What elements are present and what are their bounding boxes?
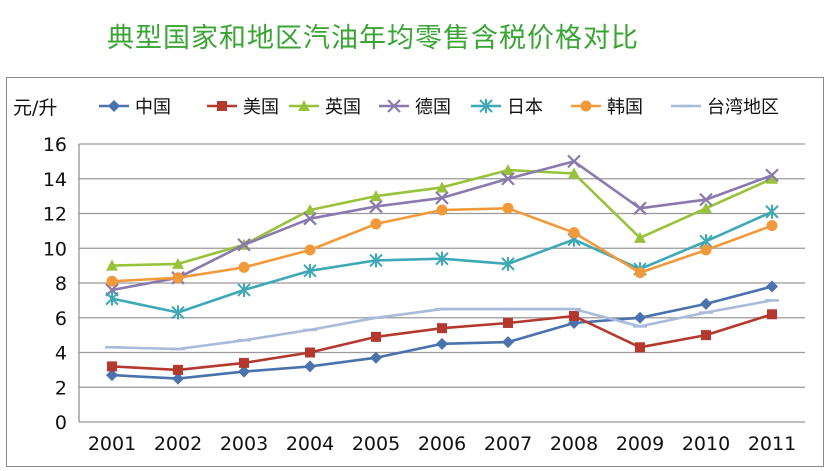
data-point-series-3 bbox=[765, 168, 779, 183]
series-line-5 bbox=[111, 207, 773, 283]
x-tick-label: 2002 bbox=[154, 433, 202, 455]
data-point-series-2 bbox=[436, 181, 448, 193]
data-point-series-5 bbox=[436, 204, 448, 216]
data-point-series-0 bbox=[238, 365, 250, 378]
data-point-series-0 bbox=[502, 336, 514, 349]
line-chart: 0 2 4 6 8 10 12 14 16 2001 2002 2003 2004 2005 2006 200… bbox=[13, 97, 805, 455]
data-point-series-4 bbox=[105, 291, 119, 306]
data-point-series-5 bbox=[502, 202, 514, 214]
data-point-series-2 bbox=[172, 257, 184, 269]
y-tick-label: 2 bbox=[55, 377, 67, 399]
data-point-series-1 bbox=[701, 330, 711, 341]
data-point-series-4 bbox=[369, 253, 383, 268]
data-point-series-1 bbox=[371, 331, 381, 342]
data-point-series-5 bbox=[634, 267, 646, 279]
legend-label: 韩国 bbox=[607, 97, 643, 118]
legend-swatch-marker bbox=[479, 99, 493, 113]
data-point-series-4 bbox=[435, 251, 449, 266]
y-tick-label: 14 bbox=[43, 169, 67, 191]
data-point-series-4 bbox=[303, 263, 317, 278]
x-tick-label: 2008 bbox=[550, 433, 598, 455]
data-point-series-3 bbox=[501, 171, 515, 186]
data-point-series-3 bbox=[633, 201, 647, 216]
legend-swatch-marker bbox=[298, 100, 310, 111]
data-point-series-2 bbox=[502, 164, 514, 176]
chart-title: 典型国家和地区汽油年均零售含税价格对比 bbox=[107, 23, 639, 54]
data-point-series-0 bbox=[304, 360, 316, 373]
data-point-series-0 bbox=[172, 372, 184, 385]
data-point-series-1 bbox=[569, 311, 579, 322]
data-point-series-2 bbox=[700, 202, 712, 214]
data-point-series-1 bbox=[239, 357, 249, 368]
data-point-series-0 bbox=[766, 280, 778, 293]
data-point-series-3 bbox=[435, 191, 449, 205]
y-tick-label: 12 bbox=[43, 204, 67, 226]
data-point-series-3 bbox=[567, 154, 581, 169]
data-point-series-1 bbox=[173, 364, 183, 375]
data-point-series-0 bbox=[700, 297, 712, 310]
data-point-series-0 bbox=[370, 351, 382, 364]
chart-frame: 0 2 4 6 8 10 12 14 16 2001 2002 2003 2004 2005 2006 200… bbox=[6, 77, 824, 467]
legend-label: 中国 bbox=[135, 97, 171, 118]
data-point-series-1 bbox=[305, 347, 315, 358]
data-point-series-4 bbox=[501, 256, 515, 271]
data-point-series-2 bbox=[106, 259, 118, 271]
data-point-series-1 bbox=[437, 323, 447, 334]
data-point-series-2 bbox=[634, 231, 646, 243]
data-point-series-1 bbox=[503, 317, 513, 328]
legend-label: 英国 bbox=[325, 97, 361, 118]
data-point-series-1 bbox=[767, 309, 777, 320]
data-point-series-5 bbox=[304, 244, 316, 256]
data-point-series-5 bbox=[106, 275, 118, 287]
legend-swatch-marker bbox=[580, 100, 592, 112]
data-point-series-5 bbox=[568, 227, 580, 239]
x-tick-label: 2007 bbox=[484, 433, 532, 455]
data-point-series-1 bbox=[635, 342, 645, 353]
series-line-3 bbox=[111, 160, 773, 292]
data-point-series-1 bbox=[107, 361, 117, 372]
data-point-series-3 bbox=[237, 237, 251, 252]
data-point-series-2 bbox=[568, 167, 580, 179]
data-point-series-3 bbox=[699, 192, 713, 207]
x-tick-label: 2004 bbox=[286, 433, 334, 455]
legend-label: 日本 bbox=[507, 97, 543, 118]
x-tick-label: 2006 bbox=[418, 433, 466, 455]
data-point-series-5 bbox=[172, 272, 184, 284]
x-tick-label: 2009 bbox=[616, 433, 664, 455]
data-point-series-4 bbox=[237, 282, 251, 297]
legend-label: 台湾地区 bbox=[707, 97, 779, 118]
legend-swatch-marker bbox=[108, 100, 120, 112]
data-point-series-4 bbox=[171, 305, 185, 320]
x-tick-label: 2010 bbox=[682, 433, 730, 455]
data-point-series-4 bbox=[765, 204, 779, 219]
data-point-series-2 bbox=[370, 190, 382, 202]
data-point-series-0 bbox=[436, 337, 448, 350]
legend-label: 美国 bbox=[243, 97, 279, 118]
data-point-series-0 bbox=[634, 311, 646, 324]
data-point-series-5 bbox=[238, 261, 250, 273]
legend-swatch-marker bbox=[217, 101, 227, 111]
data-point-series-3 bbox=[303, 211, 317, 226]
y-tick-label: 0 bbox=[55, 412, 67, 434]
data-point-series-5 bbox=[700, 244, 712, 256]
data-point-series-5 bbox=[370, 218, 382, 230]
data-point-series-5 bbox=[766, 220, 778, 232]
y-tick-label: 8 bbox=[55, 273, 67, 295]
y-axis-unit-label: 元/升 bbox=[13, 97, 57, 119]
y-tick-label: 16 bbox=[43, 134, 67, 156]
data-point-series-2 bbox=[766, 172, 778, 184]
x-tick-label: 2001 bbox=[88, 433, 136, 455]
x-tick-label: 2003 bbox=[220, 433, 268, 455]
data-point-series-2 bbox=[304, 204, 316, 216]
x-tick-label: 2011 bbox=[748, 433, 796, 455]
x-tick-label: 2005 bbox=[352, 433, 400, 455]
legend-swatch-marker bbox=[387, 99, 401, 113]
y-tick-label: 10 bbox=[43, 238, 67, 260]
data-point-series-3 bbox=[369, 199, 383, 214]
y-tick-label: 6 bbox=[55, 308, 67, 330]
legend-label: 德国 bbox=[415, 97, 451, 118]
y-tick-label: 4 bbox=[55, 343, 67, 365]
data-point-series-0 bbox=[106, 369, 118, 382]
